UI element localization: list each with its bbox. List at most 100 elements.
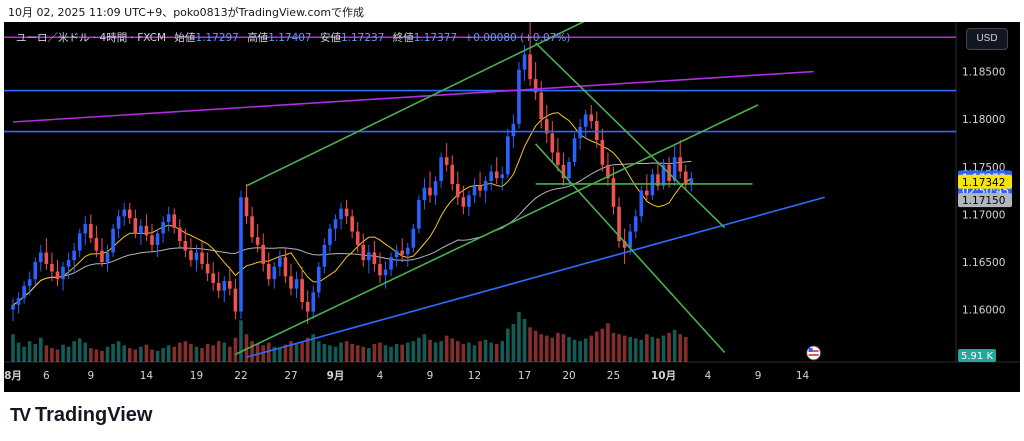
volume-bar [44, 345, 49, 362]
candle-body [461, 197, 466, 207]
volume-bar [11, 334, 15, 362]
candle-body [283, 257, 288, 277]
candle-body [467, 195, 471, 207]
volume-bar [355, 345, 360, 362]
volume-bar [289, 341, 293, 362]
x-tick-label: 20 [562, 370, 575, 382]
volume-bar [433, 342, 438, 362]
y-tick-label: 1.17000 [962, 209, 1005, 221]
y-tick-label: 1.18500 [962, 67, 1005, 79]
volume-bar [194, 346, 199, 362]
us-flag-stripe [808, 350, 819, 352]
volume-bar [389, 346, 393, 362]
volume-bar [344, 341, 349, 362]
candle-body [617, 206, 621, 242]
volume-bar [183, 341, 188, 362]
volume-bar [211, 345, 215, 362]
candle-body [439, 157, 443, 182]
candle-body [600, 140, 605, 165]
candle-body [367, 252, 371, 261]
candle-body [189, 250, 193, 261]
low-value: 1.17237 [340, 32, 385, 44]
volume-bar [39, 337, 43, 362]
volume-bar [378, 342, 382, 362]
trend-line [12, 70, 814, 123]
close-label: 終値 [392, 32, 414, 44]
candle-body [394, 250, 399, 258]
volume-bar [683, 337, 688, 362]
candle-body [39, 252, 43, 262]
x-tick-label: 4 [377, 370, 384, 382]
x-tick-label: 10月 [651, 370, 676, 382]
candle-body [539, 92, 543, 120]
volume-bar [105, 346, 110, 362]
currency-button[interactable]: USD [966, 28, 1008, 50]
volume-bar [494, 343, 499, 362]
volume-bar [311, 334, 316, 362]
volume-bar [305, 337, 310, 362]
candle-body [611, 178, 616, 207]
volume-bar [661, 335, 666, 362]
x-tick-label: 25 [607, 370, 620, 382]
candle-body [244, 197, 249, 217]
volume-bar [467, 342, 471, 362]
x-tick-label: 27 [284, 370, 297, 382]
us-flag-canton [808, 348, 813, 352]
volume-tag-label: 5.91 K [961, 351, 993, 362]
candle-body [683, 171, 688, 184]
candle-body [44, 252, 49, 264]
candle-body [622, 241, 627, 248]
volume-bar [672, 330, 677, 362]
tradingview-brand[interactable]: TV TradingView [10, 404, 152, 427]
candle-body [444, 157, 449, 165]
candle-body [122, 209, 126, 217]
candle-body [228, 281, 232, 289]
open-label: 始値 [174, 32, 196, 44]
trend-line [235, 104, 759, 356]
candle-body [205, 263, 210, 274]
candle-body [216, 282, 221, 291]
candle-body [317, 266, 321, 293]
volume-bar [77, 338, 82, 362]
candle-body [66, 260, 71, 267]
volume-bar [322, 343, 327, 362]
candle-body [511, 123, 516, 137]
candle-body [417, 200, 421, 229]
volume-bar [200, 348, 204, 362]
candle-body [400, 250, 404, 255]
brand-name: TradingView [35, 404, 153, 426]
volume-bar [122, 345, 126, 362]
chart-panel[interactable]: 1.16000 1.16500 1.17000 1.17500 1.18000 1.185… [4, 22, 1020, 392]
volume-bar [561, 334, 566, 362]
candle-body [339, 208, 343, 220]
price-chart[interactable]: 1.160001.165001.170001.175001.180001.185… [4, 22, 1020, 392]
candle-body [595, 121, 599, 141]
volume-bar [583, 338, 588, 362]
candle-body [305, 302, 310, 312]
volume-bar [405, 342, 410, 362]
price-tag [958, 193, 1012, 208]
volume-bar [517, 312, 521, 362]
candle-body [94, 238, 99, 251]
volume-bar [239, 320, 243, 362]
volume-bar [350, 343, 354, 362]
volume-bar [522, 318, 527, 362]
candle-body [506, 136, 510, 175]
candle-body [483, 181, 488, 191]
candle-body [661, 164, 666, 186]
candle-body [450, 164, 455, 184]
candle-body [255, 237, 260, 245]
volume-bar [328, 345, 332, 362]
volume-bar [278, 348, 282, 362]
candle-body [178, 227, 182, 242]
candle-body [11, 304, 15, 310]
ma-short-line [12, 112, 692, 306]
candle-body [572, 138, 577, 162]
candle-body [433, 181, 438, 196]
candle-body [678, 157, 682, 172]
volume-bar [556, 332, 560, 362]
candle-body [583, 114, 588, 127]
volume-bar [411, 341, 416, 362]
candle-body [233, 288, 238, 312]
volume-bar [489, 342, 493, 362]
